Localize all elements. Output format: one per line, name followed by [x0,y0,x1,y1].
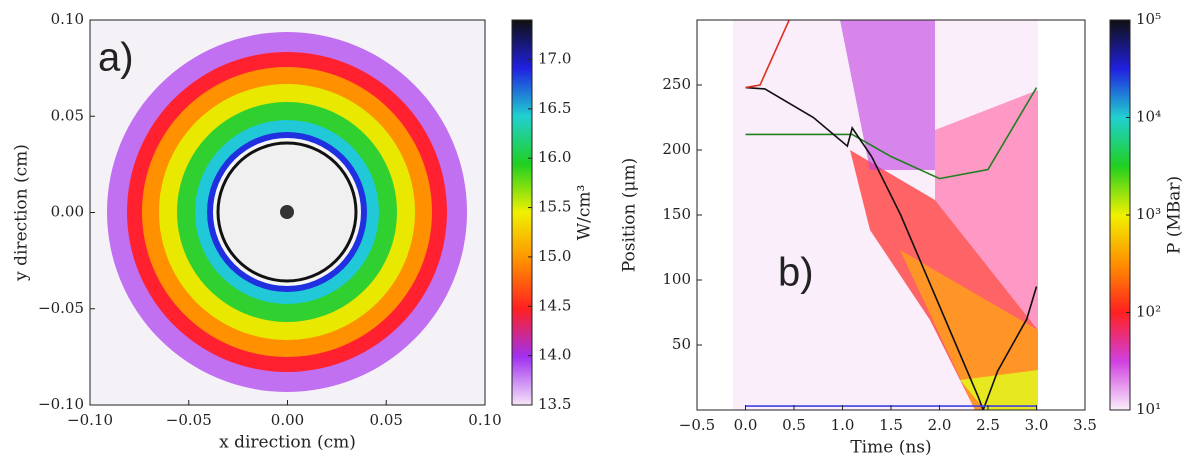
x-tick-label: 0.5 [782,416,806,434]
colorbar-tick-label: 10³ [1136,205,1161,223]
pressure-image [733,20,1038,410]
colorbar-tick-label: 14.0 [538,346,571,364]
colorbar-tick-label: 10⁵ [1136,10,1161,28]
colorbar-tick-label: 10⁴ [1136,108,1161,126]
y-tick-label: 50 [672,335,691,353]
y-tick-label: 100 [662,270,691,288]
colorbar-tick-label: 10¹ [1136,400,1161,418]
x-tick-label: 0.05 [370,411,403,429]
y-tick-label: 150 [662,205,691,223]
y-tick-label: 0.00 [51,203,84,221]
colorbar-tick-label: 17.0 [538,49,571,67]
x-tick-label: 0.0 [734,416,758,434]
x-tick-label: 0.00 [271,411,304,429]
colorbar-tick-label: 16.5 [538,99,571,117]
panel-label: b) [778,251,814,295]
x-tick-label: 1.5 [879,416,903,434]
x-tick-label: 0.10 [468,411,501,429]
x-tick-label: 2.5 [976,416,1000,434]
panel-label: a) [98,36,134,80]
y-axis-label: y direction (cm) [12,144,32,282]
x-tick-label: 2.0 [928,416,952,434]
line [745,20,790,89]
x-tick-label: 3.0 [1025,416,1049,434]
heatmap-image [90,20,485,405]
x-tick-label: −0.5 [679,416,715,434]
y-axis-label: Position (μm) [620,158,640,272]
colorbar-tick-label: 10² [1136,303,1161,321]
colorbar-label: P (MBar) [1165,176,1185,254]
x-tick-label: −0.05 [166,411,212,429]
x-tick-label: 1.0 [831,416,855,434]
y-tick-label: 250 [662,75,691,93]
y-tick-label: −0.05 [38,299,84,317]
colorbar-tick-label: 15.5 [538,198,571,216]
colorbar-tick-label: 14.5 [538,296,571,314]
colorbar-label: W/cm³ [575,185,595,241]
y-tick-label: 0.10 [51,10,84,28]
colorbar-tick-label: 15.0 [538,247,571,265]
x-tick-label: 3.5 [1073,416,1097,434]
y-tick-label: 200 [662,140,691,158]
x-tick-label: −0.10 [67,411,113,429]
colorbar-tick-label: 16.0 [538,148,571,166]
y-tick-label: 0.05 [51,106,84,124]
colorbar [511,19,533,406]
colorbar-tick-label: 13.5 [538,395,571,413]
line [745,86,1038,410]
x-axis-label: x direction (cm) [219,433,356,453]
x-axis-label: Time (ns) [850,438,931,458]
y-tick-label: −0.10 [38,395,84,413]
